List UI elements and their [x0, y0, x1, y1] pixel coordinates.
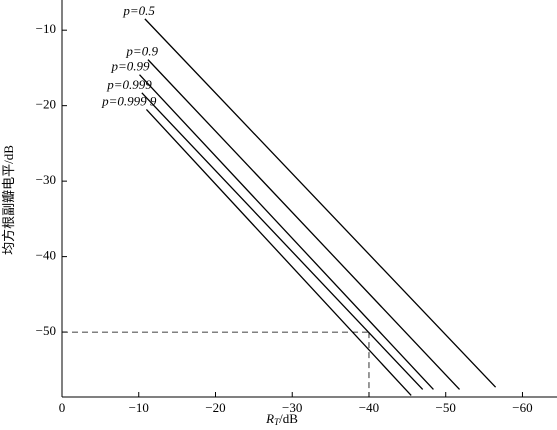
y-tick-label: −50: [36, 323, 56, 338]
x-label-main: R: [265, 411, 274, 426]
series-line: [139, 74, 434, 390]
x-label-unit: /dB: [279, 411, 298, 426]
series-label: p=0.9: [125, 44, 158, 59]
y-tick-label: −20: [36, 97, 56, 112]
x-tick-label: −50: [436, 400, 456, 415]
series-label: p=0.999: [106, 77, 152, 92]
x-tick-label: −20: [205, 400, 225, 415]
series-line: [147, 59, 461, 390]
series-label: p=0.5: [122, 3, 155, 18]
y-tick-label: −10: [36, 21, 56, 36]
series-label: p=0.999 9: [101, 93, 157, 108]
y-tick-label: −30: [36, 172, 56, 187]
x-tick-label: −40: [359, 400, 379, 415]
series-line: [141, 92, 424, 390]
y-tick-label: −40: [36, 248, 56, 263]
series-line: [144, 18, 497, 388]
x-tick-label: −30: [282, 400, 302, 415]
y-axis-label: 均方根副瓣电平/dB: [1, 145, 16, 255]
x-label-sub: T: [274, 417, 280, 427]
x-tick-label: −10: [129, 400, 149, 415]
series-line: [145, 108, 412, 396]
x-tick-label: −60: [512, 400, 532, 415]
series-label: p=0.99: [110, 59, 150, 74]
x-axis-label: RT/dB: [265, 411, 298, 427]
x-tick-label: 0: [59, 400, 66, 415]
